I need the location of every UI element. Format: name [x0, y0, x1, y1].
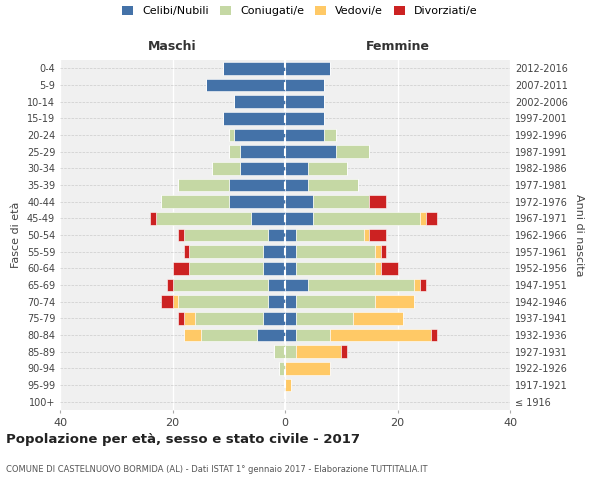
- Bar: [296, 329, 330, 341]
- Bar: [268, 279, 285, 291]
- Bar: [184, 329, 200, 341]
- Bar: [229, 129, 235, 141]
- Bar: [268, 296, 285, 308]
- Bar: [263, 262, 285, 274]
- Bar: [173, 262, 190, 274]
- Bar: [285, 279, 308, 291]
- Bar: [420, 279, 425, 291]
- Bar: [296, 296, 375, 308]
- Bar: [313, 212, 420, 224]
- Bar: [380, 246, 386, 258]
- Bar: [296, 312, 353, 324]
- Bar: [184, 246, 190, 258]
- Bar: [425, 212, 437, 224]
- Bar: [285, 79, 325, 92]
- Bar: [229, 179, 285, 192]
- Bar: [173, 296, 178, 308]
- Bar: [167, 279, 173, 291]
- Bar: [161, 296, 173, 308]
- Y-axis label: Fasce di età: Fasce di età: [11, 202, 21, 268]
- Bar: [280, 362, 285, 374]
- Bar: [263, 246, 285, 258]
- Bar: [285, 129, 325, 141]
- Bar: [178, 296, 268, 308]
- Bar: [285, 162, 308, 174]
- Bar: [184, 229, 268, 241]
- Bar: [285, 296, 296, 308]
- Bar: [375, 296, 415, 308]
- Bar: [161, 196, 229, 208]
- Bar: [251, 212, 285, 224]
- Bar: [285, 112, 325, 124]
- Bar: [263, 312, 285, 324]
- Bar: [285, 312, 296, 324]
- Bar: [296, 229, 364, 241]
- Legend: Celibi/Nubili, Coniugati/e, Vedovi/e, Divorziati/e: Celibi/Nubili, Coniugati/e, Vedovi/e, Di…: [122, 6, 478, 16]
- Bar: [274, 346, 285, 358]
- Bar: [285, 146, 335, 158]
- Bar: [178, 312, 184, 324]
- Bar: [285, 362, 330, 374]
- Bar: [296, 346, 341, 358]
- Bar: [308, 162, 347, 174]
- Bar: [370, 229, 386, 241]
- Bar: [308, 179, 358, 192]
- Bar: [229, 196, 285, 208]
- Bar: [229, 146, 240, 158]
- Bar: [285, 196, 313, 208]
- Bar: [285, 96, 325, 108]
- Bar: [212, 162, 240, 174]
- Bar: [285, 346, 296, 358]
- Bar: [200, 329, 257, 341]
- Bar: [285, 212, 313, 224]
- Text: Femmine: Femmine: [365, 40, 430, 52]
- Bar: [178, 229, 184, 241]
- Bar: [335, 146, 370, 158]
- Bar: [420, 212, 425, 224]
- Bar: [178, 179, 229, 192]
- Bar: [240, 146, 285, 158]
- Bar: [431, 329, 437, 341]
- Bar: [190, 262, 263, 274]
- Bar: [173, 279, 268, 291]
- Bar: [325, 129, 335, 141]
- Bar: [155, 212, 251, 224]
- Bar: [190, 246, 263, 258]
- Bar: [285, 62, 330, 74]
- Bar: [235, 96, 285, 108]
- Bar: [240, 162, 285, 174]
- Bar: [415, 279, 420, 291]
- Bar: [375, 246, 380, 258]
- Bar: [223, 112, 285, 124]
- Bar: [370, 196, 386, 208]
- Bar: [235, 129, 285, 141]
- Bar: [353, 312, 403, 324]
- Bar: [380, 262, 398, 274]
- Bar: [296, 246, 375, 258]
- Bar: [223, 62, 285, 74]
- Bar: [285, 179, 308, 192]
- Bar: [184, 312, 195, 324]
- Bar: [285, 229, 296, 241]
- Bar: [364, 229, 370, 241]
- Bar: [285, 329, 296, 341]
- Bar: [206, 79, 285, 92]
- Bar: [257, 329, 285, 341]
- Bar: [150, 212, 155, 224]
- Bar: [285, 262, 296, 274]
- Bar: [285, 246, 296, 258]
- Bar: [268, 229, 285, 241]
- Text: Maschi: Maschi: [148, 40, 197, 52]
- Bar: [375, 262, 380, 274]
- Bar: [285, 379, 290, 391]
- Bar: [341, 346, 347, 358]
- Y-axis label: Anni di nascita: Anni di nascita: [574, 194, 584, 276]
- Bar: [330, 329, 431, 341]
- Text: COMUNE DI CASTELNUOVO BORMIDA (AL) - Dati ISTAT 1° gennaio 2017 - Elaborazione T: COMUNE DI CASTELNUOVO BORMIDA (AL) - Dat…: [6, 466, 427, 474]
- Bar: [313, 196, 370, 208]
- Bar: [296, 262, 375, 274]
- Bar: [308, 279, 415, 291]
- Text: Popolazione per età, sesso e stato civile - 2017: Popolazione per età, sesso e stato civil…: [6, 432, 360, 446]
- Bar: [195, 312, 263, 324]
